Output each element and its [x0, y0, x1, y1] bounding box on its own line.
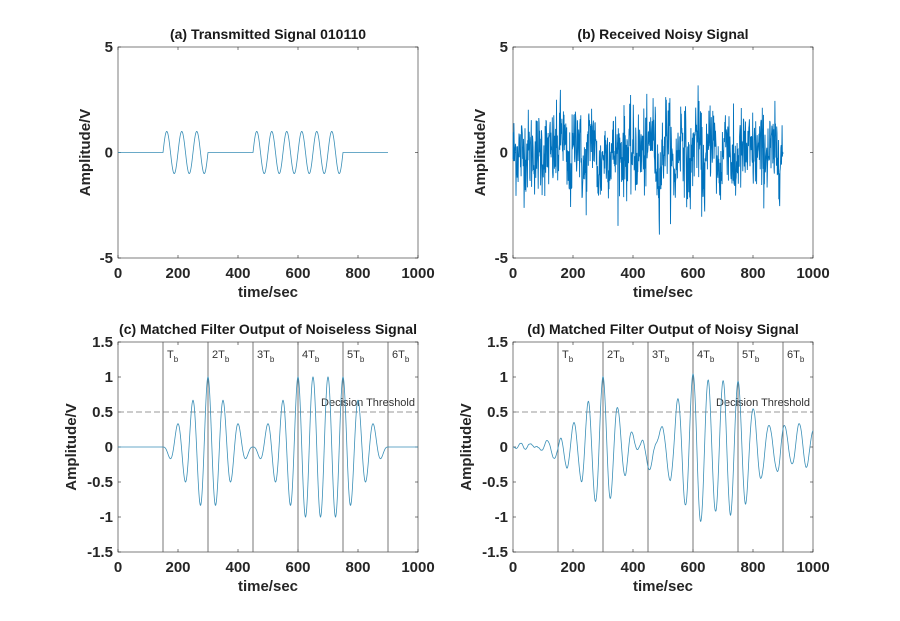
chart-title: (d) Matched Filter Output of Noisy Signa… — [527, 321, 798, 337]
y-axis-label: Amplitude/V — [63, 403, 80, 491]
x-tick-label: 200 — [165, 559, 190, 576]
y-tick-label: 0 — [105, 439, 113, 456]
x-tick-label: 800 — [740, 265, 765, 282]
axes-box — [117, 341, 419, 553]
chart-title: (a) Transmitted Signal 010110 — [170, 26, 366, 42]
y-tick-label: 0.5 — [92, 404, 113, 421]
x-tick-label: 400 — [620, 265, 645, 282]
y-tick-label: 5 — [105, 39, 113, 56]
bit-period-subscript: b — [174, 355, 179, 364]
x-tick-label: 0 — [509, 265, 517, 282]
subplot-a: 0 200 400 600 800 1000-505(a) Transmitted Sig… — [77, 26, 435, 301]
x-tick-label: 600 — [680, 265, 705, 282]
y-tick-label: 5 — [500, 39, 508, 56]
y-tick-label: -1 — [495, 509, 508, 526]
bit-period-subscript: b — [665, 355, 670, 364]
x-tick-label: 800 — [740, 559, 765, 576]
y-tick-label: 0 — [105, 145, 113, 162]
x-tick-label: 600 — [285, 559, 310, 576]
x-tick-label: 200 — [560, 559, 585, 576]
x-tick-label: 400 — [225, 265, 250, 282]
subplot-b: 0 200 400 600 800 1000-505(b) Received Noisy … — [472, 26, 830, 301]
series-line — [513, 372, 814, 522]
bit-period-subscript: b — [360, 355, 365, 364]
subplot-d: 0 200 400 600 800 1000 -1.5 -1 -0.5 0 0.5 1 1.5 (d) M… — [458, 321, 830, 595]
x-tick-label: 800 — [345, 265, 370, 282]
bit-period-subscript: b — [405, 355, 410, 364]
x-tick-label: 1000 — [796, 559, 829, 576]
bit-period-subscript: b — [800, 355, 805, 364]
bit-period-subscript: b — [225, 355, 230, 364]
y-tick-label: 1.5 — [487, 334, 508, 351]
x-tick-label: 400 — [620, 559, 645, 576]
x-tick-label: 800 — [345, 559, 370, 576]
y-tick-label: 0 — [500, 145, 508, 162]
bit-period-subscript: b — [620, 355, 625, 364]
y-tick-label: -5 — [100, 250, 113, 267]
series-line — [118, 131, 388, 174]
y-tick-label: 0.5 — [487, 404, 508, 421]
y-tick-label: 0 — [500, 439, 508, 456]
y-axis-label: Amplitude/V — [458, 403, 475, 491]
y-tick-label: -0.5 — [87, 474, 113, 491]
y-tick-label: -1.5 — [482, 544, 508, 561]
x-axis-label: time/sec — [238, 578, 298, 595]
bit-period-subscript: b — [569, 355, 574, 364]
chart-title: (c) Matched Filter Output of Noiseless S… — [119, 321, 417, 337]
bit-period-subscript: b — [710, 355, 715, 364]
decision-threshold-label: Decision Threshold — [321, 397, 415, 409]
y-tick-label: -1 — [100, 509, 113, 526]
y-tick-label: 1 — [500, 369, 508, 386]
chart-title: (b) Received Noisy Signal — [577, 26, 748, 42]
x-tick-label: 1000 — [401, 559, 434, 576]
x-tick-label: 600 — [285, 265, 310, 282]
bit-period-label: Tb — [167, 349, 179, 364]
bit-period-subscript: b — [315, 355, 320, 364]
x-tick-label: 1000 — [401, 265, 434, 282]
x-axis-label: time/sec — [633, 284, 693, 301]
x-tick-label: 0 — [114, 559, 122, 576]
subplot-c: 0 200 400 600 800 1000 -1.5 -1 -0.5 0 0.5 1 1.5 (c) M… — [63, 321, 435, 595]
x-tick-label: 600 — [680, 559, 705, 576]
y-axis-label: Amplitude/V — [77, 109, 94, 197]
x-tick-label: 0 — [509, 559, 517, 576]
decision-threshold-label: Decision Threshold — [716, 397, 810, 409]
x-tick-label: 200 — [560, 265, 585, 282]
x-tick-label: 1000 — [796, 265, 829, 282]
y-axis-label: Amplitude/V — [472, 109, 489, 197]
y-tick-label: -5 — [495, 250, 508, 267]
y-tick-label: 1.5 — [92, 334, 113, 351]
y-tick-label: 1 — [105, 369, 113, 386]
x-tick-label: 400 — [225, 559, 250, 576]
bit-period-subscript: b — [270, 355, 275, 364]
x-axis-label: time/sec — [633, 578, 693, 595]
y-tick-label: -0.5 — [482, 474, 508, 491]
y-tick-label: -1.5 — [87, 544, 113, 561]
x-tick-label: 200 — [165, 265, 190, 282]
x-axis-label: time/sec — [238, 284, 298, 301]
x-tick-label: 0 — [114, 265, 122, 282]
bit-period-label: Tb — [562, 349, 574, 364]
bit-period-subscript: b — [755, 355, 760, 364]
series-line — [118, 376, 418, 518]
series-line — [512, 85, 784, 235]
